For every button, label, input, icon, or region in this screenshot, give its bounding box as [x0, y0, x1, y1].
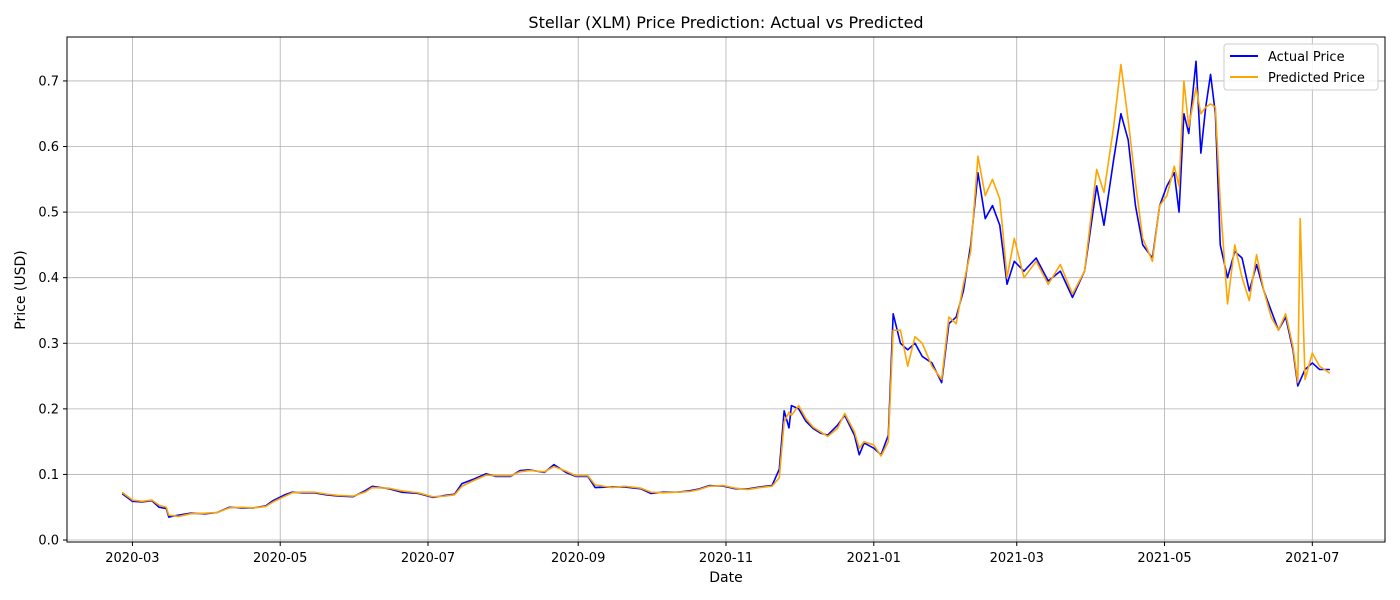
x-tick-label: 2021-07: [1285, 551, 1339, 566]
x-tick-label: 2020-05: [253, 551, 307, 566]
x-tick-label: 2020-03: [105, 551, 159, 566]
y-tick-label: 0.5: [38, 206, 59, 221]
y-axis-title: Price (USD): [13, 250, 29, 329]
axis-ticks: 2020-03 2020-05 2020-07 2020-09 2020-11 2021-…: [38, 74, 1339, 566]
y-tick-label: 0.0: [38, 534, 59, 549]
legend: Actual Price Predicted Price: [1223, 43, 1379, 91]
x-tick-label: 2021-01: [847, 551, 901, 566]
x-tick-label: 2020-09: [551, 551, 605, 566]
x-tick-label: 2021-05: [1137, 551, 1191, 566]
gridlines: [67, 37, 1385, 542]
legend-label-actual: Actual Price: [1268, 50, 1345, 65]
y-tick-label: 0.4: [38, 271, 59, 286]
legend-label-predicted: Predicted Price: [1268, 71, 1365, 86]
y-tick-label: 0.7: [38, 74, 59, 89]
x-tick-label: 2020-07: [401, 551, 455, 566]
y-tick-label: 0.2: [38, 402, 59, 417]
x-tick-label: 2020-11: [699, 551, 753, 566]
series-lines: [121, 60, 1331, 518]
x-tick-label: 2021-03: [990, 551, 1044, 566]
y-tick-label: 0.1: [38, 468, 59, 483]
legend-box: [1223, 43, 1379, 91]
y-tick-label: 0.6: [38, 140, 59, 155]
predicted-price-line: [121, 63, 1331, 518]
x-axis-title: Date: [709, 570, 742, 586]
chart-title: Stellar (XLM) Price Prediction: Actual v…: [528, 13, 923, 32]
y-tick-label: 0.3: [38, 337, 59, 352]
